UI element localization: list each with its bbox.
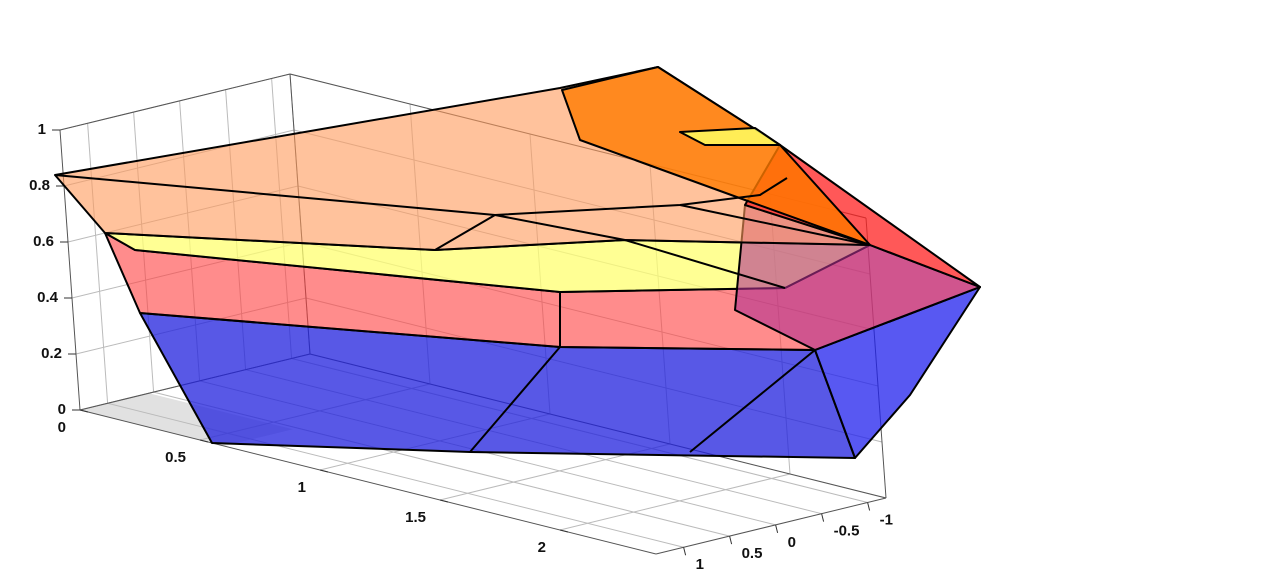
x-tick-label: 0.5	[165, 449, 186, 466]
tick-mark	[867, 502, 871, 511]
y-tick-label: -0.5	[834, 523, 860, 540]
surface	[54, 66, 981, 459]
x-tick-label: 2	[538, 539, 546, 556]
mesh-line	[679, 204, 871, 246]
z-tick-label: 0	[58, 401, 66, 418]
axis-line	[59, 73, 291, 131]
z-tick-label: 0.4	[37, 289, 59, 306]
tick-mark	[775, 524, 779, 533]
z-tick-label: 1	[38, 121, 46, 138]
tick-mark	[439, 499, 449, 503]
x-tick-label: 0	[58, 419, 66, 436]
axis-line	[655, 497, 887, 555]
tick-mark	[729, 535, 733, 545]
z-tick-label: 0.8	[29, 177, 50, 194]
x-tick-label: 1	[298, 479, 306, 496]
y-tick-label: 0.5	[742, 545, 763, 562]
mesh-line	[689, 349, 816, 453]
y-tick-label: -1	[880, 511, 893, 528]
tick-mark	[559, 529, 569, 533]
tick-mark	[79, 409, 89, 413]
z-tick-label: 0.6	[33, 233, 54, 250]
tick-mark	[199, 439, 209, 443]
tick-mark	[821, 513, 825, 522]
surface-patch	[679, 127, 781, 146]
y-tick-label: 0	[788, 534, 796, 551]
mesh-line	[469, 346, 561, 453]
y-tick-label: 1	[696, 556, 704, 573]
mesh-line	[54, 174, 786, 289]
tick-mark	[319, 469, 329, 473]
tick-mark	[683, 547, 687, 556]
z-tick-label: 0.2	[41, 345, 62, 362]
grid-line	[87, 123, 109, 404]
grid-line	[559, 473, 791, 531]
x-tick-label: 1.5	[405, 509, 426, 526]
